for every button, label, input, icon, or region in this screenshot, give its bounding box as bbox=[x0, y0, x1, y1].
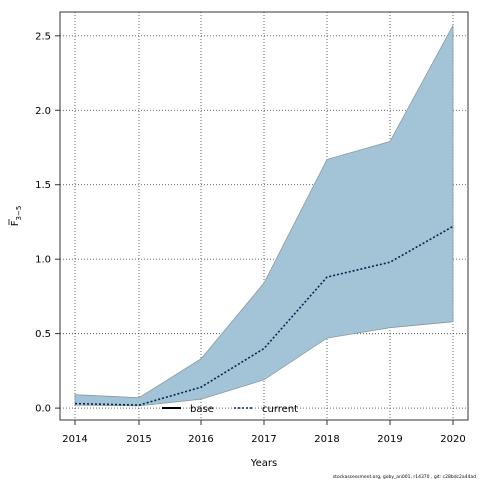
x-axis-title: Years bbox=[250, 458, 277, 469]
confidence-band bbox=[74, 25, 454, 407]
y-tick-label-3: 1.5 bbox=[35, 180, 51, 191]
x-tick-label-1: 2015 bbox=[126, 434, 151, 445]
x-tick-label-5: 2019 bbox=[377, 434, 402, 445]
y-tick-label-4: 2.0 bbox=[35, 106, 51, 117]
series-line-current bbox=[74, 225, 454, 406]
y-axis-title-sub: 3−5 bbox=[15, 206, 23, 221]
y-axis-title: F3−5 bbox=[8, 206, 23, 227]
legend-current-label: current bbox=[262, 404, 298, 415]
x-tick-label-2: 2016 bbox=[188, 434, 213, 445]
footer-note: stockassessment.org, goby_an001, r14370 … bbox=[333, 474, 476, 480]
x-axis: 2014 2015 2016 2017 2018 2019 2020 bbox=[62, 420, 466, 445]
legend[interactable]: base current bbox=[162, 404, 298, 415]
y-tick-label-1: 0.5 bbox=[35, 329, 51, 340]
y-axis-title-main: F bbox=[10, 220, 21, 226]
y-tick-label-0: 0.0 bbox=[35, 404, 51, 415]
x-tick-label-6: 2020 bbox=[440, 434, 465, 445]
y-axis: 0.0 0.5 1.0 1.5 2.0 2.5 bbox=[35, 31, 60, 415]
x-tick-label-4: 2018 bbox=[314, 434, 339, 445]
y-tick-label-5: 2.5 bbox=[35, 31, 51, 42]
x-tick-label-0: 2014 bbox=[62, 434, 87, 445]
band-area bbox=[74, 25, 454, 407]
y-tick-label-2: 1.0 bbox=[35, 255, 51, 266]
svg-text:F3−5: F3−5 bbox=[10, 206, 23, 227]
legend-base-label: base bbox=[190, 404, 214, 415]
series-lines bbox=[74, 225, 454, 406]
x-tick-label-3: 2017 bbox=[251, 434, 276, 445]
